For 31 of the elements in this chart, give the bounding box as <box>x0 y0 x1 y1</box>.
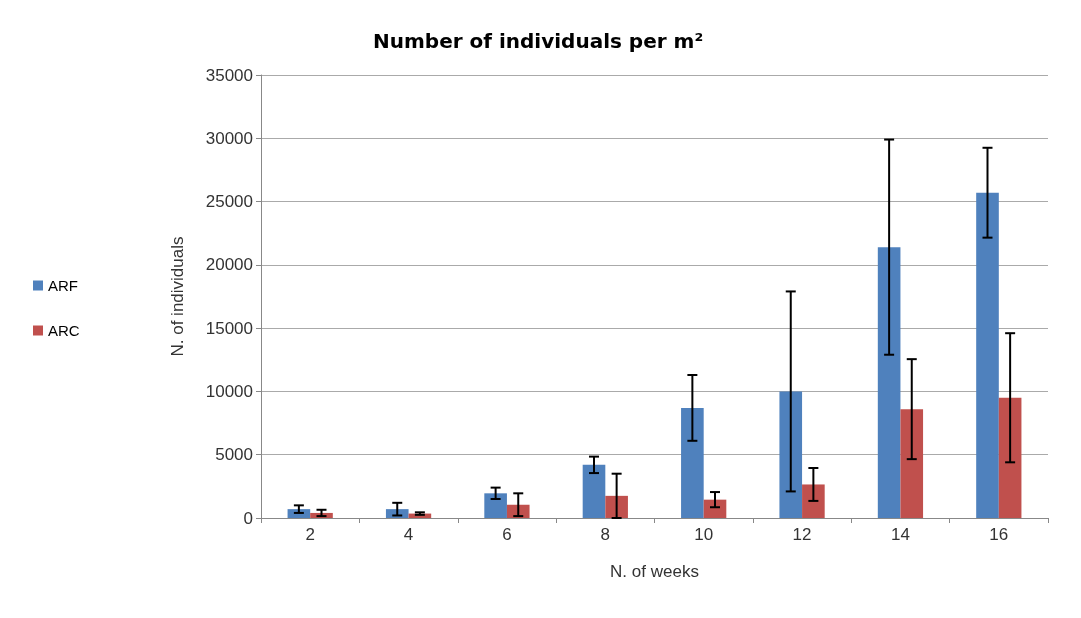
y-tick-label: 25000 <box>205 192 253 212</box>
y-axis-title: N. of individuals <box>168 236 187 357</box>
bar <box>976 192 999 518</box>
x-tick-label: 10 <box>694 525 714 544</box>
legend-label: ARF <box>48 277 78 294</box>
x-tick-label: 8 <box>600 525 611 544</box>
chart-title: Number of individuals per m² <box>373 29 704 53</box>
y-tick-label: 20000 <box>205 255 253 275</box>
y-tick-label: 5000 <box>215 445 253 465</box>
x-tick-label: 4 <box>403 525 414 544</box>
legend-label: ARC <box>48 322 80 339</box>
bar <box>900 409 924 518</box>
x-tick-label: 14 <box>890 525 910 544</box>
bar <box>802 484 825 518</box>
x-tick-label: 16 <box>989 525 1009 544</box>
y-tick-label: 10000 <box>205 381 253 401</box>
x-tick-label: 12 <box>792 525 812 544</box>
bar <box>582 464 606 518</box>
y-tick-label: 30000 <box>205 128 253 148</box>
y-tick-label: 15000 <box>205 318 253 338</box>
x-tick-label: 2 <box>305 525 315 544</box>
bar <box>998 397 1022 518</box>
y-tick-label: 35000 <box>205 65 253 85</box>
bar <box>703 499 727 518</box>
x-tick-label: 6 <box>502 525 512 544</box>
x-axis-title: N. of weeks <box>610 562 699 581</box>
bar <box>779 391 803 518</box>
bar <box>484 493 507 518</box>
y-tick-label: 0 <box>243 508 253 528</box>
bar <box>877 247 901 518</box>
bar <box>681 407 704 518</box>
